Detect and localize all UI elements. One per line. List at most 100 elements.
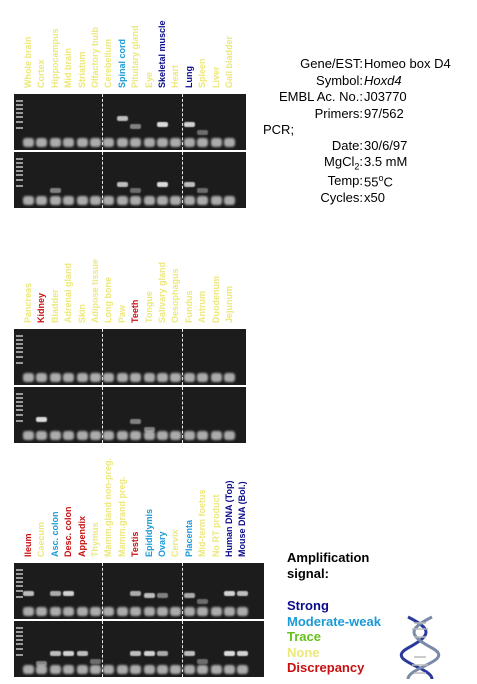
lane-label: Cortex — [36, 59, 47, 88]
pcr-product-band — [183, 182, 195, 187]
primer-dimer-band — [224, 431, 235, 440]
ladder-mark — [16, 362, 23, 364]
mgcl-subscript: 2 — [354, 161, 360, 172]
primer-dimer-band — [183, 665, 195, 674]
primer-dimer-band — [63, 665, 75, 674]
primer-dimer-band — [170, 665, 182, 674]
primer-dimer-band — [36, 607, 48, 616]
pcr-product-band — [130, 124, 142, 129]
primer-dimer-band — [210, 373, 222, 382]
pcr-product-band — [197, 659, 209, 664]
lane-label: Cervix — [170, 529, 181, 557]
primer-dimer-band — [237, 665, 249, 674]
primer-dimer-band — [49, 431, 61, 440]
primer-dimer-band — [224, 665, 235, 674]
primer-dimer-band — [183, 138, 195, 147]
ladder-mark — [16, 631, 23, 633]
lane-group-divider — [182, 329, 184, 385]
ladder-mark — [16, 162, 23, 164]
lane-label: Skin — [76, 303, 87, 323]
lane-group-divider — [182, 621, 184, 677]
cycles-value: x50 — [364, 190, 385, 205]
pcr-product-band — [130, 651, 142, 656]
lane-label: Mamm.grand preg. — [116, 476, 127, 557]
lane-group-divider — [182, 563, 184, 619]
primer-dimer-band — [210, 196, 222, 205]
primer-dimer-band — [103, 665, 115, 674]
lane-label: Paw — [116, 304, 127, 323]
primer-dimer-band — [197, 665, 209, 674]
mgcl-label: MgCl2: — [287, 154, 363, 172]
primer-dimer-band — [224, 138, 235, 147]
lane-label: Adrenal gland — [63, 262, 74, 323]
primer-dimer-band — [90, 665, 101, 674]
pcr-product-band — [36, 417, 48, 422]
lane-label: Pituitary gland — [130, 25, 141, 88]
lane-label: Appendix — [76, 515, 87, 557]
lane-group-divider — [101, 387, 103, 443]
lane-group-divider — [182, 94, 184, 150]
lane-group-divider — [182, 152, 184, 208]
lane-label: Jejunum — [224, 285, 234, 323]
lane-label: Teeth — [130, 299, 141, 323]
ladder-mark — [16, 393, 23, 395]
legend-item-none: None — [287, 644, 320, 660]
primer-dimer-band — [157, 607, 168, 616]
lane-label: Liver — [210, 66, 221, 88]
ladder-mark — [16, 577, 23, 579]
ladder-mark — [16, 627, 23, 629]
lane-label: Human DNA (Top) — [224, 480, 234, 558]
primer-dimer-band — [130, 665, 142, 674]
primer-dimer-band — [130, 196, 142, 205]
primer-dimer-band — [63, 607, 75, 616]
pcr-product-band — [197, 130, 209, 135]
lane-label: Striatum — [76, 51, 87, 88]
ladder-mark — [16, 648, 23, 650]
legend-item-strong: Strong — [287, 598, 329, 613]
lane-label: Eye — [143, 71, 154, 88]
pcr-product-band — [36, 661, 48, 666]
pcr-product-band — [130, 419, 142, 424]
pcr-product-band — [224, 651, 235, 656]
lane-group-divider — [182, 387, 184, 443]
pcr-product-band — [49, 188, 61, 193]
primer-dimer-band — [23, 607, 34, 616]
primer-dimer-band — [130, 431, 142, 440]
ladder-mark — [16, 127, 23, 129]
ladder-mark — [16, 643, 23, 645]
lane-label: Skeletal muscle — [157, 20, 167, 88]
primer-dimer-band — [130, 607, 142, 616]
lane-label: Duodenum — [210, 276, 221, 323]
primer-dimer-band — [143, 665, 155, 674]
primer-dimer-band — [23, 665, 34, 674]
primer-dimer-band — [49, 196, 61, 205]
lane-group-divider — [101, 94, 103, 150]
primer-dimer-band — [170, 138, 182, 147]
pcr-product-band — [157, 651, 168, 656]
primer-dimer-band — [103, 431, 115, 440]
gel-image-panel-3-top — [14, 563, 264, 619]
primer-dimer-band — [90, 607, 101, 616]
ladder-mark — [16, 639, 23, 641]
pcr-product-band — [23, 591, 34, 596]
ladder-mark — [16, 185, 23, 187]
legend-item-discrepancy: Discrepancy — [287, 660, 365, 675]
ladder-mark — [16, 116, 23, 118]
primer-dimer-band — [157, 431, 168, 440]
symbol-value: Hoxd4 — [364, 73, 402, 88]
primer-dimer-band — [116, 665, 128, 674]
ladder-mark — [16, 104, 23, 106]
lane-label: Spinal cord — [116, 38, 127, 88]
lane-label: Hippocampus — [49, 28, 60, 88]
lane-label: Mid brain — [63, 48, 74, 88]
primer-dimer-band — [157, 138, 168, 147]
primer-dimer-band — [36, 196, 48, 205]
primer-dimer-band — [237, 607, 249, 616]
ladder-mark — [16, 179, 23, 181]
primer-dimer-band — [130, 138, 142, 147]
primer-dimer-band — [116, 607, 128, 616]
legend-title-line-2: signal: — [287, 566, 329, 581]
primer-dimer-band — [90, 196, 101, 205]
temp-value: 55oC — [364, 173, 393, 189]
primer-dimer-band — [90, 138, 101, 147]
